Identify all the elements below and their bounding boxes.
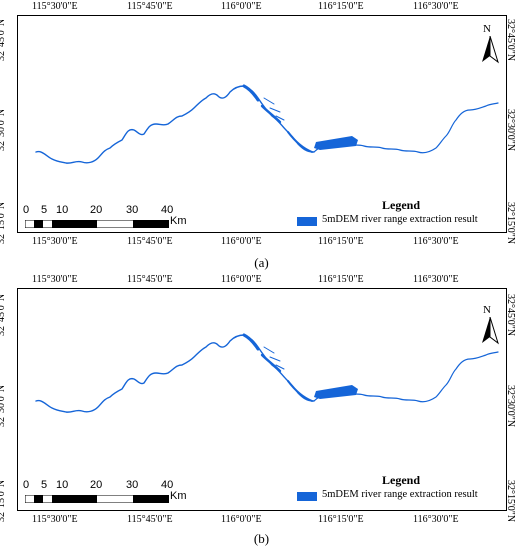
scale-label: 10 [56,479,69,491]
scale-bar [25,495,169,503]
scale-unit: Km [170,490,187,502]
lon-label-top: 116°0'0"E [221,1,262,12]
river-channel [263,97,285,121]
north-label: N [483,23,491,35]
scale-unit: Km [170,215,187,227]
lon-label-bottom: 115°45'0"E [127,236,173,247]
legend-swatch [297,492,317,501]
lon-label-bottom: 115°30'0"E [32,514,78,525]
river-channel [242,333,260,351]
river-channel [287,131,313,153]
scale-label: 5 [41,204,48,216]
lon-label-top: 116°15'0"E [318,274,364,285]
lon-label-bottom: 116°30'0"E [413,514,459,525]
north-label: N [483,304,491,316]
lat-label-left: 32°15'0"N [0,479,8,523]
north-arrow-icon [482,317,499,345]
lon-label-top: 116°30'0"E [413,1,459,12]
lat-label-left: 32°45'0"N [0,18,8,62]
legend-title: Legend [382,473,421,487]
figure-caption: (b) [253,531,270,546]
figure-caption: (a) [254,255,269,270]
river-extent [35,84,499,164]
map-frame: N 0 5 10 20 30 40 Km Legend 5mDEM river … [17,15,507,233]
lon-label-bottom: 116°0'0"E [221,236,262,247]
river-channel [287,380,313,402]
river-reach-extent [314,385,358,399]
lon-label-top: 115°30'0"E [32,274,78,285]
lon-label-bottom: 116°30'0"E [413,236,459,247]
scale-label: 5 [41,479,48,491]
lon-label-top: 115°45'0"E [127,274,173,285]
lon-label-top: 116°30'0"E [413,274,459,285]
river-channel [35,85,315,164]
lon-label-top: 116°15'0"E [318,1,364,12]
scale-label: 20 [90,204,103,216]
river-channel [35,334,315,413]
lon-label-top: 115°30'0"E [32,1,78,12]
river-channel [260,353,282,373]
legend-item-label: 5mDEM river range extraction result [322,214,478,225]
map-panel-b: 115°30'0"E 115°45'0"E 116°0'0"E 116°15'0… [0,273,523,550]
lon-label-bottom: 116°15'0"E [318,514,364,525]
lat-label-left: 32°30'0"N [0,384,8,428]
lon-label-bottom: 115°30'0"E [32,236,78,247]
scale-bar [25,220,169,228]
scale-label: 30 [126,479,139,491]
scale-label: 10 [56,204,69,216]
scale-label: 20 [90,479,103,491]
river-channel [242,84,260,102]
map-panel-a: 115°30'0"E 115°45'0"E 116°0'0"E 116°15'0… [0,0,523,272]
lon-label-top: 116°0'0"E [221,274,262,285]
lat-label-left: 32°15'0"N [0,201,8,245]
river-channel [263,346,285,370]
scale-label: 40 [161,204,174,216]
lon-label-bottom: 115°45'0"E [127,514,173,525]
lat-label-left: 32°30'0"N [0,108,8,152]
lon-label-bottom: 116°0'0"E [221,514,262,525]
river-channel [260,104,282,124]
lat-label-left: 32°45'0"N [0,293,8,337]
scale-label: 30 [126,204,139,216]
lon-label-top: 115°45'0"E [127,1,173,12]
scale-label: 0 [23,479,30,491]
scale-label: 40 [161,479,174,491]
legend-item-label: 5mDEM river range extraction result [322,489,478,500]
lon-label-bottom: 116°15'0"E [318,236,364,247]
river-reach-extent [314,136,358,150]
river-extent [35,333,499,413]
legend-swatch [297,217,317,226]
scale-label: 0 [23,204,30,216]
map-frame: N 0 5 10 20 30 40 Km Legend 5mDEM river … [17,288,507,511]
legend-title: Legend [382,198,421,212]
north-arrow-icon [482,36,499,64]
